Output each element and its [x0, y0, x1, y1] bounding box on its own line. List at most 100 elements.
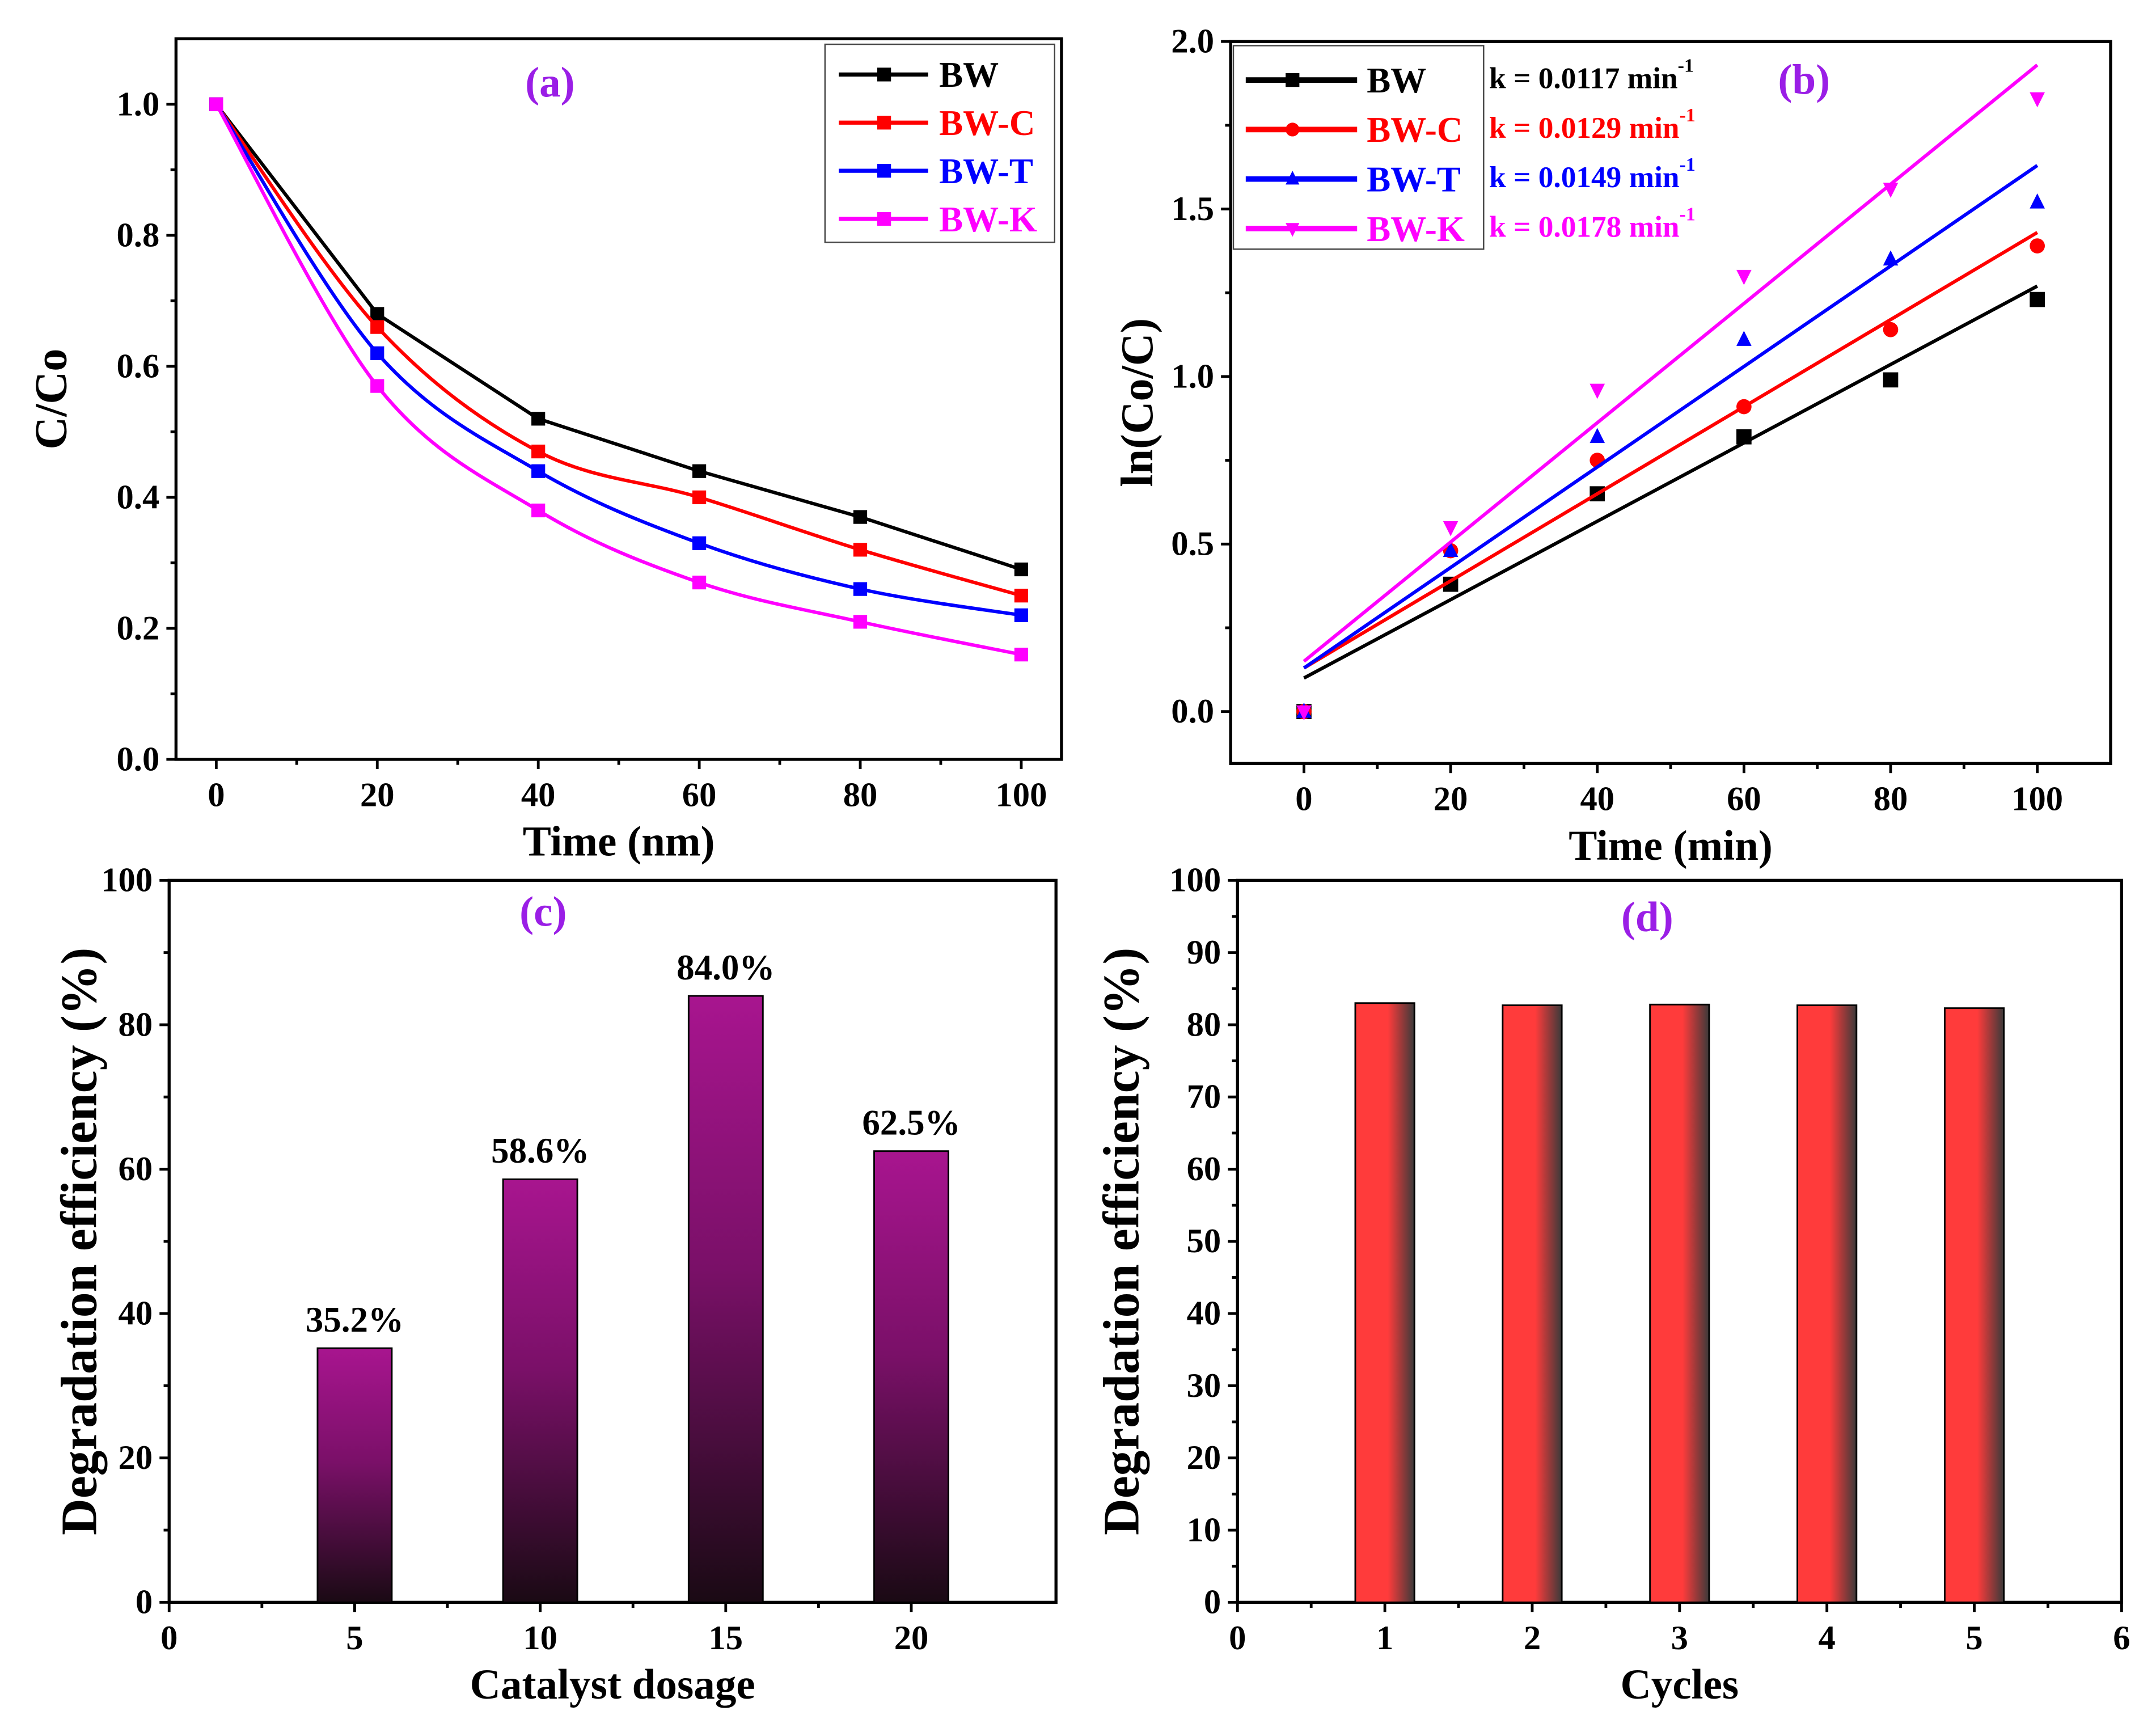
y-tick-label: 10 [1187, 1511, 1221, 1549]
bar [316, 1347, 393, 1603]
series-curve-BW-K [214, 103, 1022, 657]
panel-label: (a) [525, 59, 575, 106]
marker-square [370, 379, 384, 393]
marker-circle [1286, 123, 1300, 137]
rate-constant-value: k = 0.0149 min [1489, 160, 1680, 194]
fit-line-BW [1303, 284, 2039, 680]
y-tick-label: 20 [119, 1439, 153, 1477]
y-tick-label: 0.4 [117, 478, 160, 516]
marker-square [1883, 372, 1899, 388]
marker-circle [2030, 238, 2045, 254]
y-tick-label: 100 [101, 861, 153, 899]
x-tick-label: 2 [1524, 1619, 1541, 1657]
rate-constant-unit-exponent: -1 [1680, 154, 1696, 175]
rate-constant-annotation: k = 0.0117 min-1 [1489, 56, 1694, 95]
x-tick-label: 0 [1295, 780, 1312, 818]
marker-circle [1883, 322, 1899, 337]
marker-square [370, 320, 384, 334]
bar [687, 995, 764, 1603]
y-tick-label: 40 [119, 1295, 153, 1333]
y-tick-label: 0 [136, 1583, 153, 1621]
marker-square [877, 116, 891, 130]
x-tick-label: 15 [709, 1619, 743, 1657]
rate-constant-unit-exponent: -1 [1680, 105, 1696, 126]
x-tick-label: 4 [1819, 1619, 1836, 1657]
x-axis-label: Time (min) [1569, 822, 1773, 869]
x-axis-label: Cycles [1620, 1661, 1739, 1708]
bar [873, 1150, 949, 1603]
rate-constant-unit-exponent: -1 [1680, 204, 1696, 225]
y-tick-label: 0.8 [117, 216, 160, 254]
legend-label: BW-T [1367, 160, 1461, 200]
marker-triangle-up [1736, 331, 1752, 346]
marker-square [1736, 429, 1752, 445]
y-tick-label: 80 [1187, 1006, 1221, 1044]
y-tick-label: 40 [1187, 1295, 1221, 1333]
x-axis-label: Time (nm) [523, 818, 715, 865]
legend-label: BW-C [1367, 110, 1462, 150]
y-tick-label: 0 [1204, 1583, 1221, 1621]
y-tick-label: 50 [1187, 1222, 1221, 1260]
marker-triangle-up [1589, 428, 1605, 443]
panel-label: (b) [1778, 56, 1830, 103]
x-tick-label: 6 [2113, 1619, 2130, 1657]
x-tick-label: 80 [843, 776, 878, 814]
marker-square [692, 536, 707, 550]
rate-constant-unit-exponent: -1 [1678, 56, 1694, 77]
x-tick-label: 10 [523, 1619, 557, 1657]
marker-triangle-down [1296, 705, 1312, 721]
marker-triangle-down [1443, 521, 1459, 537]
x-tick-label: 40 [521, 776, 556, 814]
y-tick-label: 80 [119, 1006, 153, 1044]
x-tick-label: 80 [1874, 780, 1908, 818]
marker-square [370, 307, 384, 321]
legend-label: BW [1367, 61, 1426, 100]
y-tick-label: 2.0 [1171, 23, 1214, 61]
y-tick-label: 70 [1187, 1078, 1221, 1116]
x-axis-label: Catalyst dosage [470, 1661, 755, 1708]
marker-triangle-down [2030, 92, 2045, 108]
y-tick-label: 60 [1187, 1150, 1221, 1188]
marker-square [1014, 608, 1029, 622]
y-axis-label: C/Co [26, 349, 76, 450]
marker-square [853, 543, 868, 557]
marker-square [853, 510, 868, 524]
legend-label: BW-K [1367, 209, 1465, 249]
fit-line-BW-K [1303, 64, 2039, 663]
bar [1502, 1004, 1563, 1603]
marker-square [692, 464, 707, 478]
legend-label: BW-K [939, 200, 1037, 239]
panel-b: 0 20 40 60 80 100 0.0 0.5 1.0 1.5 2.0 Time (min) ln(… [1113, 23, 2112, 869]
rate-constant-value: k = 0.0178 min [1489, 210, 1680, 244]
y-tick-label: 0.2 [117, 609, 160, 647]
legend-label: BW-T [939, 151, 1033, 191]
data-label: 58.6% [491, 1131, 589, 1171]
x-tick-label: 3 [1671, 1619, 1688, 1657]
marker-square [1014, 589, 1029, 603]
x-tick-label: 20 [360, 776, 395, 814]
marker-square [853, 615, 868, 629]
marker-square [877, 212, 891, 226]
marker-square [1286, 73, 1300, 87]
marker-triangle-down [1736, 269, 1752, 285]
marker-triangle-up [2030, 193, 2045, 209]
panel-a: 0 20 40 60 80 100 0.0 0.2 0.4 0.6 0.8 1.0 Time (nm) C… [26, 37, 1063, 865]
y-tick-label: 0.0 [117, 740, 160, 778]
rate-constant-annotation: k = 0.0178 min-1 [1489, 204, 1696, 243]
bar [1943, 1007, 2005, 1603]
data-label: 62.5% [862, 1103, 960, 1143]
marker-square [853, 582, 868, 596]
bar [1796, 1004, 1858, 1603]
fit-line-BW-C [1303, 231, 2039, 670]
bar [1354, 1002, 1415, 1603]
marker-triangle-up [1883, 250, 1899, 266]
marker-square [877, 164, 891, 178]
marker-triangle-down [1286, 223, 1300, 237]
marker-square [531, 503, 546, 518]
marker-square [1014, 648, 1029, 662]
x-tick-label: 100 [995, 776, 1047, 814]
rate-constant-annotation: k = 0.0149 min-1 [1489, 154, 1696, 194]
marker-square [531, 412, 546, 426]
y-axis-label: Degradation efficiency (%) [52, 948, 108, 1535]
